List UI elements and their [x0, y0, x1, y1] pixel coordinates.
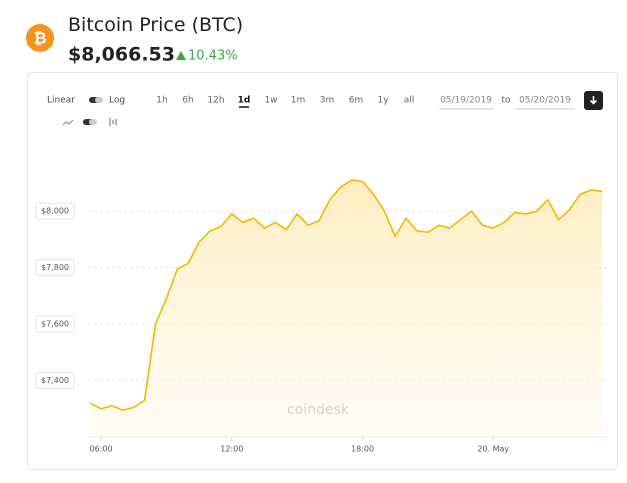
scale-option[interactable]: Log: [109, 96, 125, 106]
range-button[interactable]: 1d: [238, 96, 251, 106]
x-tick-label: 06:00: [90, 445, 113, 454]
price-line: [89, 179, 603, 412]
y-tick-box: [35, 372, 75, 390]
title-symbol: (BTC): [192, 14, 244, 36]
area: [90, 180, 603, 437]
range-button[interactable]: 1y: [377, 96, 389, 106]
line-icon[interactable]: [62, 119, 74, 126]
y-tick-box: [35, 315, 75, 333]
plot: coindesk$7,400$7,600$7,800$8,00006:0012:…: [35, 179, 608, 454]
range-button[interactable]: all: [404, 96, 415, 106]
range-button[interactable]: 3m: [320, 96, 335, 106]
type-toggle-track: [89, 119, 97, 125]
y-tick-label: $7,400: [41, 376, 69, 385]
up-arrow: [176, 51, 186, 60]
range-button[interactable]: 6h: [182, 96, 193, 106]
title-name: Bitcoin Price: [68, 14, 186, 36]
scale-option[interactable]: Linear: [47, 96, 75, 106]
date-from[interactable]: 05/19/2019: [440, 96, 492, 106]
range-button[interactable]: 1h: [156, 96, 167, 106]
range-button[interactable]: 12h: [207, 96, 224, 106]
title: Bitcoin Price (BTC): [68, 14, 243, 36]
y-tick-label: $7,600: [41, 320, 69, 329]
bar-icon[interactable]: [109, 118, 117, 126]
y-tick-label: $8,000: [41, 207, 69, 216]
download-icon: [589, 96, 598, 105]
controls: Linear Log 1h 6h 12h 1d 1w 1m 3m 6m 1y all 05/19/201…: [47, 96, 571, 108]
y-tick-box: [35, 202, 75, 220]
logo: [26, 24, 54, 52]
change: 10.43%: [188, 49, 238, 64]
x-tick-label: 20. May: [477, 445, 509, 454]
range-button[interactable]: 6m: [349, 96, 364, 106]
range-button[interactable]: 1m: [291, 96, 306, 106]
range-button[interactable]: 1w: [264, 96, 277, 106]
logo-glyph: ₿: [33, 29, 46, 48]
x-tick-label: 18:00: [351, 445, 374, 454]
scale-toggle-track: [95, 97, 103, 103]
y-tick-box: [35, 259, 75, 277]
x-tick-label: 12:00: [220, 445, 243, 454]
date-to-label: to: [501, 96, 511, 106]
price: $8,066.53: [68, 44, 175, 66]
date-to[interactable]: 05/20/2019: [519, 96, 571, 106]
y-tick-label: $7,800: [41, 263, 69, 272]
